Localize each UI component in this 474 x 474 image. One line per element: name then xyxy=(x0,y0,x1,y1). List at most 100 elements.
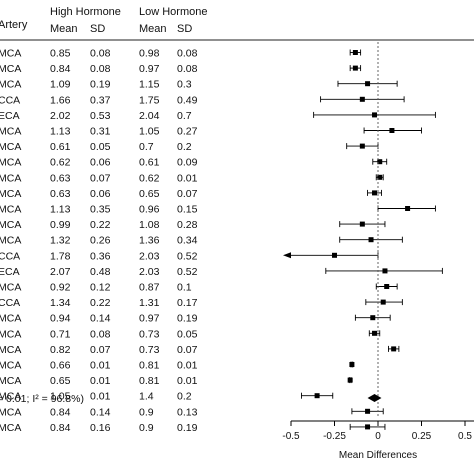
low-mean-header: Mean xyxy=(139,23,167,35)
low-mean-value: 0.87 xyxy=(139,282,160,294)
artery-header: Artery xyxy=(0,19,28,31)
high-mean-value: 0.82 xyxy=(50,344,71,356)
point-estimate xyxy=(347,377,353,383)
point-estimate xyxy=(384,284,390,289)
point-estimate xyxy=(382,268,388,274)
artery-label: MCA xyxy=(0,375,21,387)
low-mean-value: 0.62 xyxy=(139,172,160,184)
point-estimate xyxy=(377,174,383,180)
high-mean-value: 0.61 xyxy=(50,141,71,153)
point-estimate xyxy=(332,252,337,258)
high-mean-value: 1.66 xyxy=(50,94,71,106)
low-mean-value: 0.7 xyxy=(139,141,154,153)
high-mean-value: 0.92 xyxy=(50,282,71,294)
low-hormone-header: Low Hormone xyxy=(139,6,207,18)
low-mean-value: 0.73 xyxy=(139,328,160,340)
low-mean-value: 1.05 xyxy=(139,126,160,138)
low-sd-value: 0.27 xyxy=(177,126,198,138)
x-tick-label: -0.5 xyxy=(282,431,300,442)
high-hormone-header: High Hormone xyxy=(50,6,121,18)
point-estimate xyxy=(389,128,395,133)
low-sd-value: 0.2 xyxy=(177,391,192,403)
point-estimate xyxy=(380,299,386,305)
high-sd-value: 0.22 xyxy=(90,219,111,231)
high-sd-value: 0.31 xyxy=(90,126,111,138)
high-sd-value: 0.19 xyxy=(90,79,111,91)
artery-label: MCA xyxy=(0,328,21,340)
low-mean-value: 2.03 xyxy=(139,266,160,278)
high-sd-value: 0.48 xyxy=(90,266,111,278)
point-estimate xyxy=(372,330,378,336)
artery-label: ECA xyxy=(0,266,20,278)
low-mean-value: 1.4 xyxy=(139,391,154,403)
high-mean-value: 0.63 xyxy=(50,172,71,184)
artery-label: MCA xyxy=(0,360,21,372)
high-mean-value: 0.85 xyxy=(50,48,71,60)
high-mean-value: 0.99 xyxy=(50,219,71,231)
artery-label: MCA xyxy=(0,235,21,247)
low-mean-value: 0.97 xyxy=(139,63,160,75)
artery-label: MCA xyxy=(0,63,21,75)
low-mean-value: 0.73 xyxy=(139,344,160,356)
artery-label: MCA xyxy=(0,422,21,434)
low-mean-value: 2.03 xyxy=(139,250,160,262)
low-sd-value: 0.34 xyxy=(177,235,198,247)
high-sd-value: 0.05 xyxy=(90,141,111,153)
high-sd-value: 0.01 xyxy=(90,391,111,403)
low-sd-value: 0.08 xyxy=(177,48,198,60)
high-mean-value: 2.02 xyxy=(50,110,71,122)
high-mean-value: 1.34 xyxy=(50,297,71,309)
point-estimate xyxy=(372,190,378,196)
high-sd-value: 0.26 xyxy=(90,235,111,247)
high-sd-value: 0.06 xyxy=(90,188,111,200)
low-mean-value: 1.08 xyxy=(139,219,160,231)
low-sd-value: 0.1 xyxy=(177,282,192,294)
low-mean-value: 2.04 xyxy=(139,110,160,122)
point-estimate xyxy=(365,81,371,87)
x-tick-label: 0.25 xyxy=(412,431,432,442)
point-estimate xyxy=(314,393,320,399)
high-sd-value: 0.22 xyxy=(90,297,111,309)
x-tick-label: -0.25 xyxy=(323,431,346,442)
point-estimate xyxy=(352,65,358,71)
low-mean-value: 0.9 xyxy=(139,422,154,434)
point-estimate xyxy=(359,143,365,149)
x-tick-label: 0 xyxy=(375,431,381,442)
low-mean-value: 0.96 xyxy=(139,204,160,216)
artery-label: MCA xyxy=(0,204,21,216)
low-mean-value: 0.81 xyxy=(139,375,160,387)
artery-label: MCA xyxy=(0,219,21,231)
low-sd-value: 0.19 xyxy=(177,313,198,325)
high-sd-value: 0.14 xyxy=(90,313,111,325)
low-sd-value: 0.19 xyxy=(177,422,198,434)
artery-label: MCA xyxy=(0,344,21,356)
point-estimate xyxy=(349,362,355,367)
x-tick-label: 0.5 xyxy=(458,431,472,442)
effect-marks xyxy=(283,49,443,430)
low-sd-value: 0.13 xyxy=(177,406,198,418)
point-estimate xyxy=(405,206,411,211)
high-mean-value: 0.84 xyxy=(50,406,71,418)
low-mean-value: 0.61 xyxy=(139,157,160,169)
low-sd-value: 0.52 xyxy=(177,250,198,262)
low-sd-value: 0.52 xyxy=(177,266,198,278)
artery-label: MCA xyxy=(0,391,21,403)
high-sd-header: SD xyxy=(90,23,105,35)
low-sd-value: 0.28 xyxy=(177,219,198,231)
high-sd-value: 0.53 xyxy=(90,110,111,122)
high-sd-value: 0.07 xyxy=(90,172,111,184)
high-sd-value: 0.37 xyxy=(90,94,111,106)
high-mean-value: 0.84 xyxy=(50,422,71,434)
high-mean-value: 1.09 xyxy=(50,79,71,91)
artery-label: CCA xyxy=(0,94,20,106)
low-mean-value: 1.36 xyxy=(139,235,160,247)
high-sd-value: 0.08 xyxy=(90,328,111,340)
high-sd-value: 0.12 xyxy=(90,282,111,294)
high-mean-value: 1.13 xyxy=(50,204,71,216)
artery-label: MCA xyxy=(0,172,21,184)
point-estimate xyxy=(370,315,376,321)
x-axis: -0.5 -0.25 0 0.25 0.5 xyxy=(282,420,474,442)
low-sd-header: SD xyxy=(177,23,192,35)
high-sd-value: 0.06 xyxy=(90,157,111,169)
